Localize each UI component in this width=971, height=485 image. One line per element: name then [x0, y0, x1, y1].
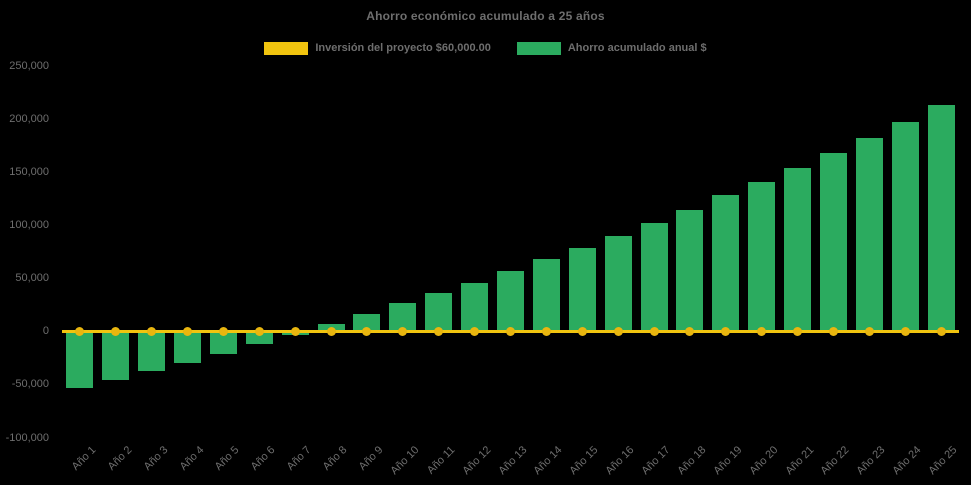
investment-line-marker — [541, 326, 551, 336]
y-axis-label: -50,000 — [11, 378, 49, 391]
investment-line-marker — [111, 326, 121, 336]
investment-line-marker — [936, 326, 946, 336]
bar-año-4 — [174, 331, 202, 363]
investment-line-marker — [793, 326, 803, 336]
investment-line-marker — [721, 326, 731, 336]
bar-año-2 — [102, 331, 130, 380]
investment-line-marker — [828, 326, 838, 336]
x-axis-label: Año 1 — [69, 444, 99, 473]
bar-año-13 — [497, 270, 524, 332]
y-axis-label: 250,000 — [9, 60, 49, 72]
investment-line-marker — [254, 326, 264, 336]
legend-swatch-investment-line — [264, 41, 309, 55]
investment-line-marker — [649, 326, 659, 336]
investment-line-marker — [685, 326, 695, 336]
bar-año-11 — [425, 293, 453, 332]
bar-año-9 — [353, 314, 381, 332]
chart-title: Ahorro económico acumulado a 25 años — [366, 9, 605, 23]
y-axis-label: 150,000 — [9, 166, 49, 179]
bar-año-10 — [389, 303, 417, 332]
bar-año-16 — [604, 235, 632, 332]
investment-line-marker — [506, 326, 515, 336]
bar-año-19 — [712, 195, 740, 332]
y-axis-label: 100,000 — [9, 219, 49, 232]
bar-año-17 — [640, 222, 668, 332]
investment-line-marker — [900, 326, 910, 336]
bar-año-14 — [532, 259, 560, 332]
investment-line-marker — [362, 326, 372, 336]
chart-legend: Inversión del proyecto $60,000.00 Ahorro… — [0, 40, 971, 56]
investment-line-marker — [577, 326, 587, 336]
investment-line-marker — [290, 326, 300, 336]
investment-line-marker — [183, 326, 193, 336]
investment-line-marker — [218, 326, 228, 336]
bar-año-1 — [66, 331, 94, 388]
investment-line-marker — [434, 326, 444, 336]
investment-line-marker — [613, 326, 623, 336]
investment-line-marker — [470, 326, 480, 336]
bar-año-5 — [209, 331, 237, 354]
y-axis-label: 50,000 — [15, 272, 49, 285]
bar-año-12 — [461, 283, 489, 332]
y-axis-label: 0 — [42, 325, 49, 338]
y-axis-label: 200,000 — [9, 113, 49, 126]
bar-año-25 — [927, 105, 955, 332]
bar-año-22 — [819, 152, 847, 332]
legend-label-savings: Ahorro acumulado anual $ — [567, 42, 707, 54]
bar-año-6 — [245, 331, 273, 345]
investment-line-marker — [757, 326, 767, 336]
investment-line-marker — [398, 326, 408, 336]
investment-line-marker — [864, 326, 874, 336]
legend-swatch-savings-bar — [516, 41, 561, 55]
bar-año-15 — [568, 248, 596, 332]
bar-año-21 — [784, 167, 812, 332]
bar-año-24 — [891, 121, 919, 332]
y-axis-label: -100,000 — [5, 431, 49, 444]
legend-label-investment: Inversión del proyecto $60,000.00 — [315, 42, 491, 54]
bar-año-18 — [676, 209, 704, 332]
investment-line-marker — [147, 326, 157, 336]
bar-año-3 — [138, 331, 166, 372]
investment-line-marker — [75, 326, 85, 336]
bar-año-20 — [748, 181, 776, 332]
investment-line-marker — [326, 326, 336, 336]
bar-año-23 — [855, 138, 883, 332]
